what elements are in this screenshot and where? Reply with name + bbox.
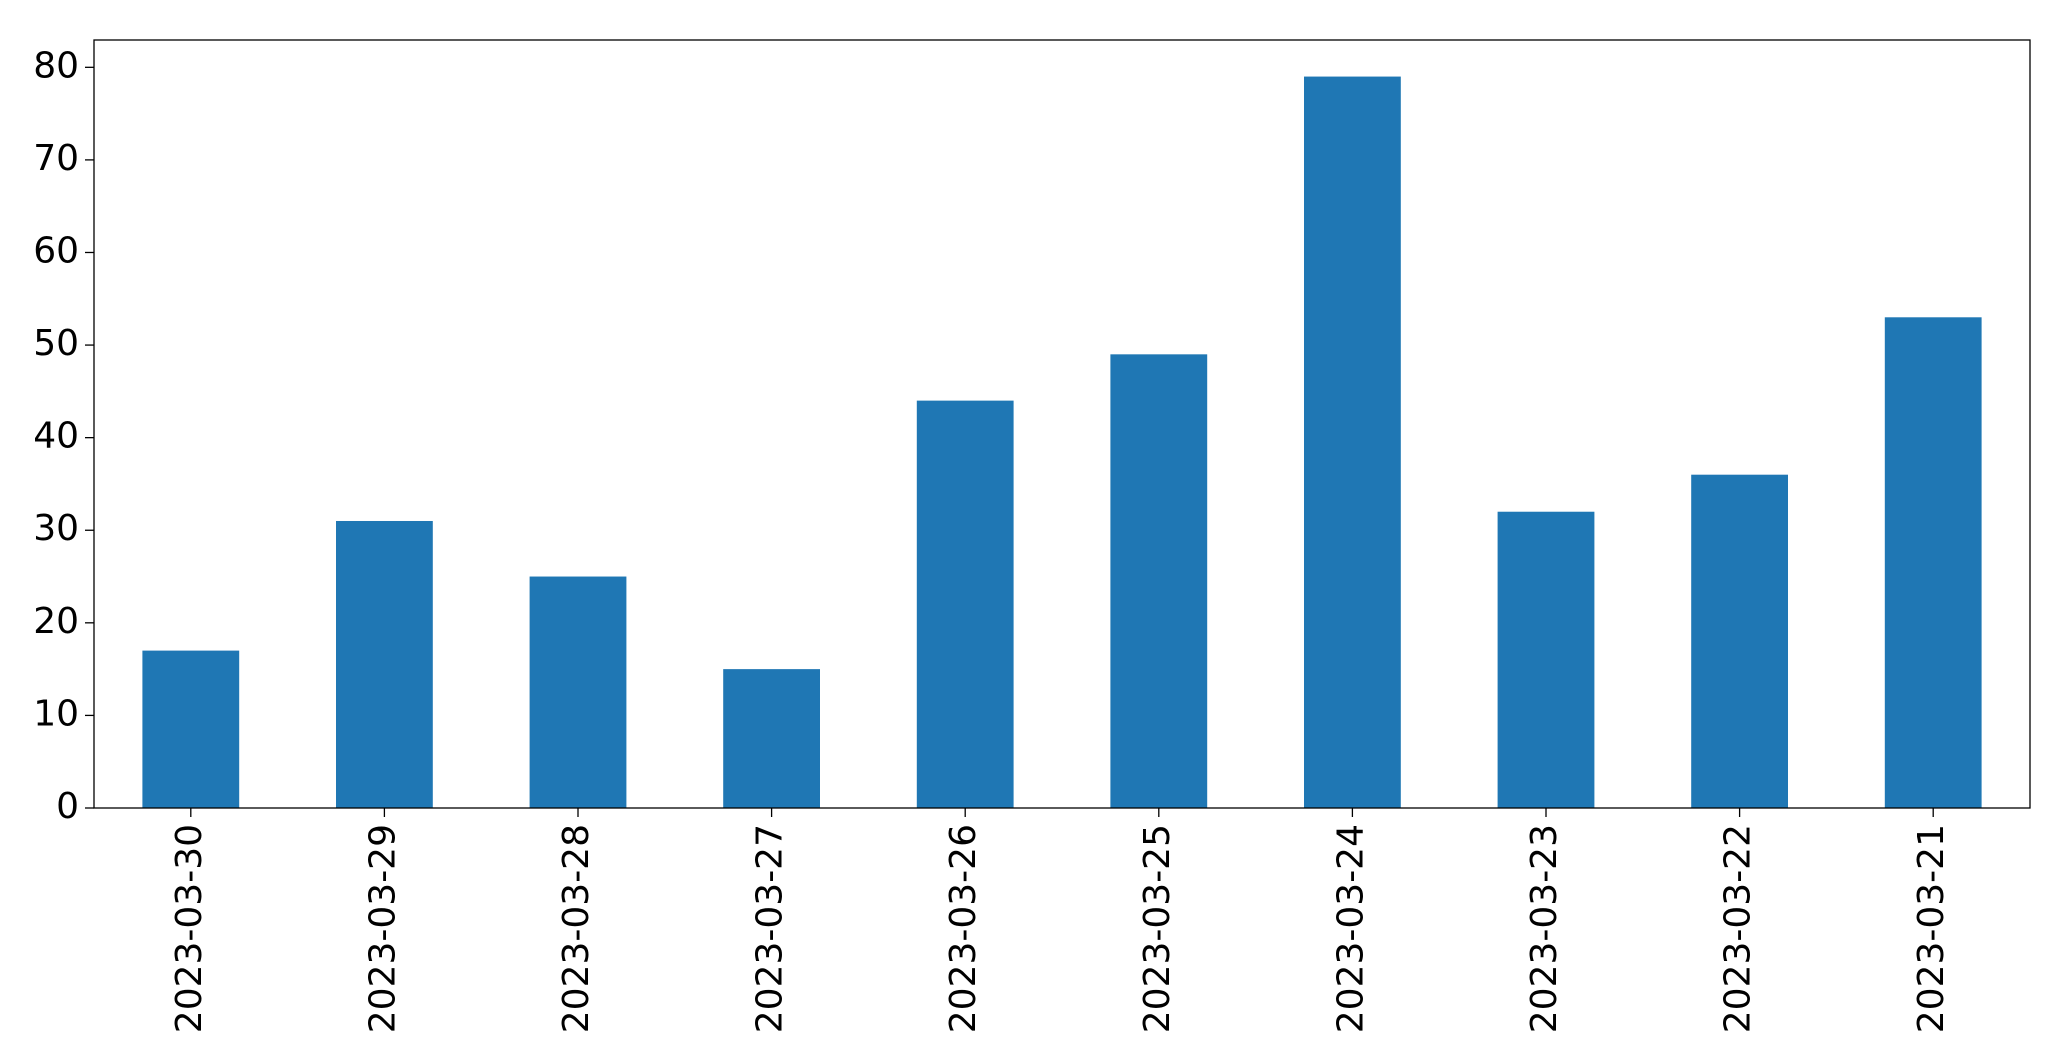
- x-tick-label: 2023-03-23: [1524, 824, 1565, 1033]
- bar: [529, 576, 627, 808]
- y-tick-label: 60: [33, 230, 79, 271]
- bar: [1110, 354, 1208, 808]
- x-tick-label: 2023-03-22: [1718, 824, 1759, 1033]
- x-tick-label: 2023-03-25: [1137, 824, 1178, 1033]
- x-tick-label: 2023-03-26: [943, 824, 984, 1033]
- x-tick-label: 2023-03-21: [1911, 824, 1952, 1033]
- y-tick-label: 30: [33, 508, 79, 549]
- plot-frame: [93, 39, 2031, 809]
- x-tick-label: 2023-03-28: [556, 824, 597, 1033]
- y-tick-label: 70: [33, 138, 79, 179]
- y-tick-label: 50: [33, 323, 79, 364]
- bar: [723, 669, 820, 808]
- x-tick-label: 2023-03-29: [362, 824, 403, 1033]
- y-tick-label: 10: [33, 693, 79, 734]
- bar: [142, 650, 240, 808]
- y-tick-label: 40: [33, 416, 79, 457]
- bar: [916, 400, 1014, 808]
- bar: [1304, 76, 1401, 809]
- bar: [1884, 317, 1982, 808]
- y-tick-label: 0: [56, 786, 79, 827]
- bar: [1497, 511, 1595, 808]
- bar: [1691, 474, 1788, 808]
- x-tick-label: 2023-03-30: [169, 824, 210, 1033]
- y-tick-label: 20: [33, 601, 79, 642]
- bar: [336, 520, 433, 808]
- x-tick-label: 2023-03-27: [750, 824, 791, 1033]
- y-tick-label: 80: [33, 45, 79, 86]
- x-tick-label: 2023-03-24: [1330, 824, 1371, 1033]
